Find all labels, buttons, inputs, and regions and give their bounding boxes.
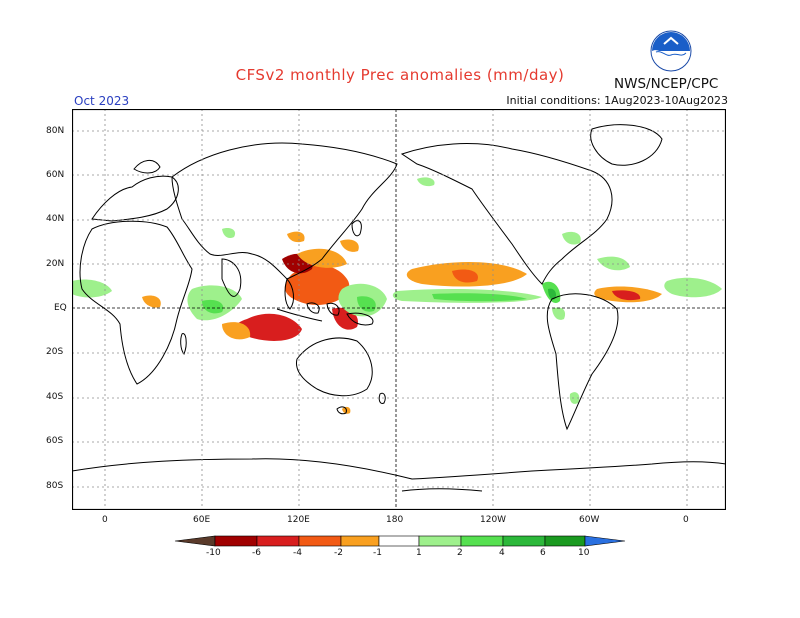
forecast-month: Oct 2023 — [74, 94, 130, 108]
grid — [72, 109, 726, 510]
colorbar-p1-p2 — [418, 535, 462, 547]
noaa-logo — [650, 30, 692, 72]
colorbar-label-4: 4 — [499, 548, 505, 558]
chart-title: CFSv2 monthly Prec anomalies (mm/day) — [235, 66, 565, 84]
initial-conditions: Initial conditions: 1Aug2023-10Aug2023 — [506, 94, 728, 107]
colorbar-label-1: 1 — [416, 548, 422, 558]
colorbar-label-6: 6 — [540, 548, 546, 558]
colorbar-label-minus2: -2 — [334, 548, 343, 558]
lon-label-180: 180 — [386, 515, 404, 525]
colorbar-label-minus10: -10 — [206, 548, 221, 558]
lon-label-60e: 60E — [193, 515, 211, 525]
wet-anomalies — [72, 177, 722, 404]
lat-label-60s: 60S — [46, 436, 64, 446]
precip-anomaly-map — [72, 109, 726, 510]
colorbar-gt-10 — [584, 535, 626, 547]
colorbar-label-minus6: -6 — [252, 548, 261, 558]
colorbar — [174, 535, 626, 547]
colorbar-label-10: 10 — [578, 548, 590, 558]
lat-label-80s: 80S — [46, 481, 64, 491]
colorbar-label-minus4: -4 — [293, 548, 302, 558]
lat-label-20n: 20N — [46, 259, 65, 269]
lon-label-60w: 60W — [579, 515, 600, 525]
lat-label-60n: 60N — [46, 170, 65, 180]
colorbar-m6-m4 — [256, 535, 300, 547]
lat-label-40n: 40N — [46, 214, 65, 224]
lat-label-80n: 80N — [46, 126, 65, 136]
colorbar-label-2: 2 — [457, 548, 463, 558]
dry-anomalies — [142, 231, 662, 414]
colorbar-label-minus1: -1 — [373, 548, 382, 558]
reference-lines — [72, 109, 726, 510]
lon-label-0: 0 — [102, 515, 108, 525]
lat-label-40s: 40S — [46, 392, 64, 402]
colorbar-neutral — [378, 535, 420, 547]
lon-label-120e: 120E — [287, 515, 310, 525]
lon-label-0-right: 0 — [683, 515, 689, 525]
colorbar-m10-m6 — [214, 535, 258, 547]
colorbar-m4-m2 — [298, 535, 342, 547]
coastlines — [72, 124, 726, 492]
colorbar-p6-p10 — [544, 535, 586, 547]
colorbar-p4-p6 — [502, 535, 546, 547]
agency-label: NWS/NCEP/CPC — [614, 76, 719, 92]
lat-label-20s: 20S — [46, 347, 64, 357]
lon-label-120w: 120W — [480, 515, 507, 525]
lat-label-eq: EQ — [54, 303, 67, 313]
colorbar-p2-p4 — [460, 535, 504, 547]
colorbar-lt-minus10 — [174, 535, 216, 547]
colorbar-m2-m1 — [340, 535, 380, 547]
